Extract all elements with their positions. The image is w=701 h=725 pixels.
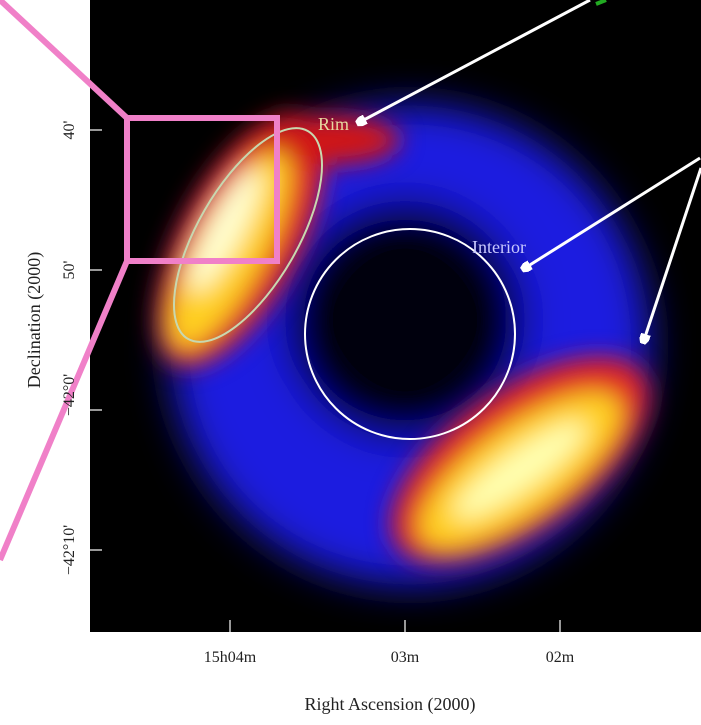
annotation: Interior <box>472 237 526 257</box>
x-tick-label: 02m <box>546 649 575 666</box>
y-tick-label: 40' <box>61 120 78 139</box>
figure: Rim Interior 15h04m 03m 02m 40' 50' −42°… <box>0 0 701 720</box>
x-axis-label: Right Ascension (2000) <box>305 694 476 715</box>
x-tick-label: 03m <box>391 649 420 666</box>
y-tick-label: −42°10' <box>61 525 78 575</box>
annotation: Rim <box>318 114 349 134</box>
image-panel <box>90 0 701 632</box>
x-tick-label: 15h04m <box>204 649 257 666</box>
y-tick-label: −42°0' <box>61 374 78 416</box>
y-tick-label: 50' <box>61 260 78 279</box>
y-axis-label: Declination (2000) <box>24 252 45 388</box>
